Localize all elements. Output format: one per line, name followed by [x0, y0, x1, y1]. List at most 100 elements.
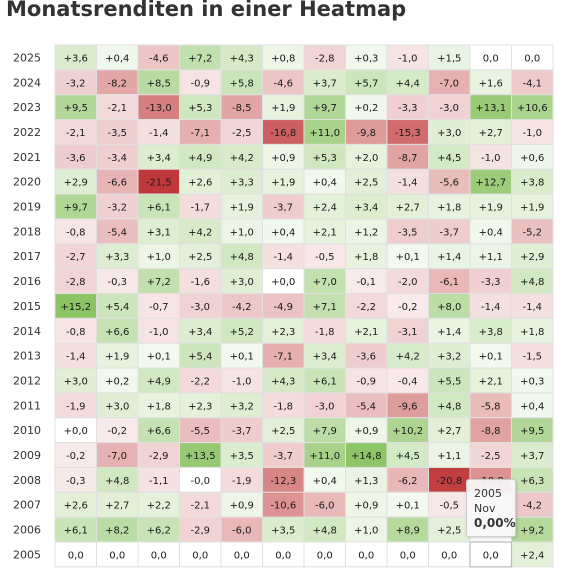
heatmap-cell[interactable]: [137, 218, 180, 245]
heatmap-cell[interactable]: [303, 143, 346, 170]
heatmap-cell[interactable]: [262, 541, 305, 568]
heatmap-cell[interactable]: [386, 119, 429, 145]
heatmap-cell[interactable]: [428, 119, 471, 145]
heatmap-cell[interactable]: [137, 317, 180, 344]
heatmap-cell[interactable]: [137, 342, 180, 369]
heatmap-cell[interactable]: [179, 293, 222, 319]
heatmap-cell[interactable]: [303, 168, 346, 195]
heatmap-cell[interactable]: [303, 243, 346, 270]
heatmap-cell[interactable]: [96, 69, 139, 96]
heatmap-cell[interactable]: [220, 193, 263, 220]
heatmap-cell[interactable]: [54, 218, 97, 245]
heatmap-cell[interactable]: [345, 94, 388, 121]
heatmap-cell[interactable]: [262, 367, 305, 394]
heatmap-cell[interactable]: [345, 516, 388, 543]
heatmap-cell[interactable]: [428, 193, 471, 220]
heatmap-cell[interactable]: [179, 491, 222, 518]
heatmap-cell[interactable]: [179, 541, 222, 568]
heatmap-cell[interactable]: [262, 193, 305, 220]
heatmap-cell[interactable]: [345, 541, 388, 568]
heatmap-cell[interactable]: [386, 94, 429, 121]
heatmap-cell[interactable]: [54, 143, 97, 170]
heatmap-cell[interactable]: [179, 119, 222, 145]
heatmap-cell[interactable]: [262, 69, 305, 96]
heatmap-cell[interactable]: [220, 541, 263, 568]
heatmap-cell[interactable]: [428, 342, 471, 369]
heatmap-cell[interactable]: [511, 342, 554, 369]
heatmap-cell[interactable]: [386, 293, 429, 319]
heatmap-cell[interactable]: [54, 367, 97, 394]
heatmap-cell[interactable]: [428, 541, 471, 568]
heatmap-cell[interactable]: [345, 168, 388, 195]
heatmap-cell[interactable]: [54, 342, 97, 369]
heatmap-cell[interactable]: [179, 442, 222, 468]
heatmap-cell[interactable]: [96, 466, 139, 493]
heatmap-cell[interactable]: [511, 143, 554, 170]
heatmap-cell[interactable]: [262, 491, 305, 518]
heatmap-cell[interactable]: [469, 293, 512, 319]
heatmap-cell[interactable]: [345, 417, 388, 444]
heatmap-cell[interactable]: [54, 44, 97, 71]
heatmap-cell[interactable]: [386, 69, 429, 96]
heatmap-cell[interactable]: [345, 44, 388, 71]
heatmap-cell[interactable]: [96, 218, 139, 245]
heatmap-cell[interactable]: [54, 243, 97, 270]
heatmap-cell[interactable]: [137, 193, 180, 220]
heatmap-cell[interactable]: [179, 94, 222, 121]
heatmap-cell[interactable]: [511, 293, 554, 319]
heatmap-cell[interactable]: [220, 442, 263, 468]
heatmap-cell[interactable]: [137, 44, 180, 71]
heatmap-cell[interactable]: [96, 293, 139, 319]
heatmap-cell[interactable]: [96, 268, 139, 294]
heatmap-cell[interactable]: [428, 293, 471, 319]
heatmap-cell[interactable]: [386, 143, 429, 170]
heatmap-cell[interactable]: [262, 218, 305, 245]
heatmap-cell[interactable]: [303, 94, 346, 121]
heatmap-cell[interactable]: [511, 442, 554, 468]
heatmap-cell[interactable]: [303, 119, 346, 145]
heatmap-cell[interactable]: [262, 442, 305, 468]
heatmap-cell[interactable]: [469, 417, 512, 444]
heatmap-cell[interactable]: [220, 69, 263, 96]
heatmap-cell[interactable]: [179, 466, 222, 493]
heatmap-cell[interactable]: [511, 119, 554, 145]
heatmap-cell[interactable]: [54, 69, 97, 96]
heatmap-cell[interactable]: [54, 417, 97, 444]
heatmap-cell[interactable]: [303, 442, 346, 468]
heatmap-cell[interactable]: [303, 317, 346, 344]
heatmap-cell[interactable]: [428, 168, 471, 195]
heatmap-cell[interactable]: [137, 516, 180, 543]
heatmap-cell[interactable]: [428, 442, 471, 468]
heatmap-cell[interactable]: [428, 392, 471, 419]
heatmap-cell[interactable]: [96, 516, 139, 543]
heatmap-cell[interactable]: [386, 317, 429, 344]
heatmap-cell[interactable]: [511, 417, 554, 444]
heatmap-cell[interactable]: [511, 541, 554, 568]
heatmap-cell[interactable]: [428, 491, 471, 518]
heatmap-cell[interactable]: [428, 243, 471, 270]
heatmap-cell[interactable]: [262, 342, 305, 369]
heatmap-cell[interactable]: [345, 491, 388, 518]
heatmap-cell[interactable]: [262, 293, 305, 319]
heatmap-cell[interactable]: [137, 367, 180, 394]
heatmap-cell[interactable]: [303, 268, 346, 294]
heatmap-cell[interactable]: [428, 367, 471, 394]
heatmap-cell[interactable]: [262, 119, 305, 145]
heatmap-cell[interactable]: [54, 317, 97, 344]
heatmap-cell[interactable]: [96, 541, 139, 568]
heatmap-cell[interactable]: [220, 168, 263, 195]
heatmap-cell[interactable]: [220, 293, 263, 319]
heatmap-cell[interactable]: [386, 392, 429, 419]
heatmap-cell[interactable]: [262, 317, 305, 344]
heatmap-cell[interactable]: [511, 317, 554, 344]
heatmap-cell[interactable]: [386, 466, 429, 493]
heatmap-cell[interactable]: [511, 44, 554, 71]
heatmap-cell[interactable]: [220, 119, 263, 145]
heatmap-cell[interactable]: [303, 541, 346, 568]
heatmap-cell[interactable]: [345, 367, 388, 394]
heatmap-cell[interactable]: [96, 168, 139, 195]
heatmap-cell[interactable]: [137, 442, 180, 468]
heatmap-cell[interactable]: [96, 392, 139, 419]
heatmap-cell[interactable]: [428, 268, 471, 294]
heatmap-cell[interactable]: [345, 243, 388, 270]
